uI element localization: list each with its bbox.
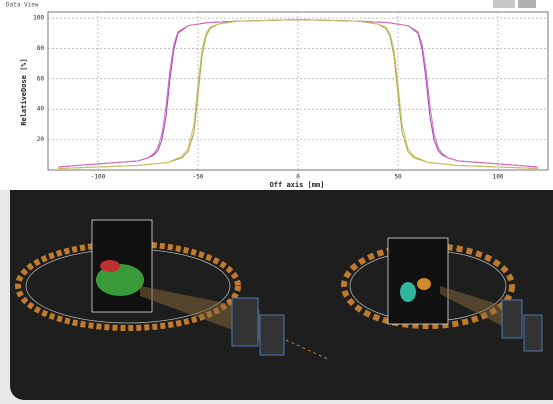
collimator bbox=[231, 297, 259, 347]
beam bbox=[440, 286, 510, 330]
x-tick-label: 100 bbox=[493, 174, 504, 181]
render-view bbox=[10, 190, 553, 400]
detector bbox=[523, 314, 543, 352]
collimator bbox=[501, 299, 523, 339]
y-tick-label: 40 bbox=[37, 106, 45, 113]
toolbar-button[interactable] bbox=[518, 0, 536, 8]
x-tick-label: -50 bbox=[193, 174, 204, 181]
beam bbox=[140, 286, 260, 340]
chart-background bbox=[0, 0, 553, 190]
detector bbox=[259, 314, 285, 356]
x-tick-label: 50 bbox=[394, 174, 402, 181]
beam-axis bbox=[285, 339, 331, 361]
y-tick-label: 60 bbox=[37, 75, 45, 82]
anatomy bbox=[100, 260, 120, 272]
x-tick-label: -100 bbox=[91, 174, 106, 181]
anatomy bbox=[96, 264, 144, 296]
y-tick-label: 100 bbox=[33, 15, 44, 22]
anatomy bbox=[417, 278, 431, 290]
y-tick-label: 20 bbox=[37, 136, 45, 143]
render-scene bbox=[15, 219, 543, 361]
toolbar-button[interactable] bbox=[493, 0, 515, 8]
chart: Data View Off axis [mm] RelativeDose [%]… bbox=[0, 0, 553, 190]
profile-line bbox=[57, 19, 539, 169]
y-tick-label: 80 bbox=[37, 45, 45, 52]
panel-title: Data View bbox=[6, 2, 39, 9]
gantry-ring bbox=[15, 241, 241, 331]
anatomy bbox=[400, 282, 416, 302]
x-axis-label: Off axis [mm] bbox=[270, 181, 325, 189]
x-tick-label: 0 bbox=[296, 174, 300, 181]
y-axis-label: RelativeDose [%] bbox=[20, 58, 28, 125]
